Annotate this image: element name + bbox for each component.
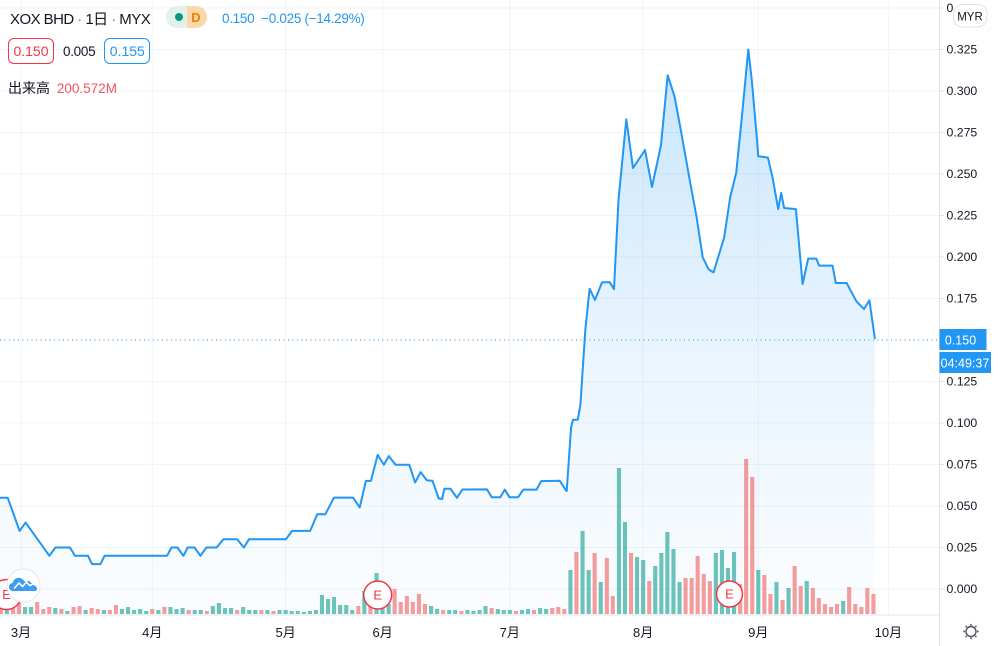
svg-text:0.150: 0.150 [945,333,976,347]
svg-text:0.125: 0.125 [947,375,978,389]
svg-text:0.225: 0.225 [947,209,978,223]
svg-text:4月: 4月 [142,625,162,640]
svg-text:04:49:37: 04:49:37 [941,356,990,370]
svg-text:0.325: 0.325 [947,43,978,57]
svg-text:0.100: 0.100 [947,416,978,430]
svg-text:8月: 8月 [633,625,653,640]
svg-text:7月: 7月 [500,625,520,640]
svg-text:9月: 9月 [748,625,768,640]
svg-text:0.050: 0.050 [947,499,978,513]
svg-text:E: E [725,587,734,602]
svg-text:0.300: 0.300 [947,84,978,98]
svg-text:0.250: 0.250 [947,167,978,181]
svg-text:0.200: 0.200 [947,250,978,264]
svg-text:10月: 10月 [875,625,902,640]
svg-text:0.025: 0.025 [947,541,978,555]
svg-text:0.175: 0.175 [947,292,978,306]
svg-text:5月: 5月 [275,625,295,640]
svg-text:E: E [2,587,11,602]
svg-text:3月: 3月 [11,625,31,640]
svg-text:0.275: 0.275 [947,126,978,140]
svg-text:0.075: 0.075 [947,458,978,472]
svg-text:0: 0 [947,1,954,15]
svg-text:6月: 6月 [372,625,392,640]
svg-text:MYR: MYR [957,12,983,24]
svg-text:0.000: 0.000 [947,582,978,596]
svg-text:E: E [373,588,382,603]
